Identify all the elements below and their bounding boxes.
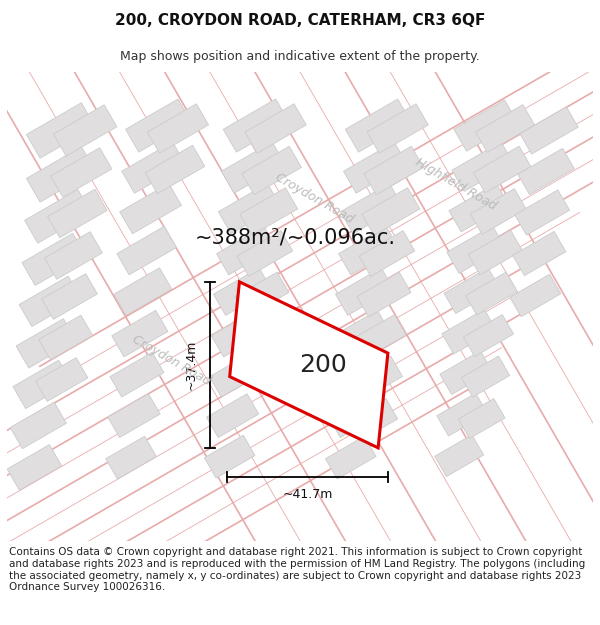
Polygon shape — [44, 232, 103, 279]
Polygon shape — [145, 145, 205, 194]
Polygon shape — [340, 184, 402, 234]
Polygon shape — [473, 146, 531, 193]
Polygon shape — [122, 142, 185, 193]
Polygon shape — [205, 435, 255, 478]
Polygon shape — [437, 393, 487, 436]
Polygon shape — [242, 146, 301, 195]
Polygon shape — [50, 148, 112, 198]
Polygon shape — [47, 189, 107, 238]
Polygon shape — [364, 146, 424, 195]
Polygon shape — [454, 100, 517, 151]
Polygon shape — [240, 188, 298, 235]
Polygon shape — [452, 142, 513, 191]
Polygon shape — [235, 272, 289, 317]
Polygon shape — [466, 272, 517, 315]
Text: Croydon Road: Croydon Road — [273, 171, 356, 226]
Polygon shape — [106, 436, 157, 479]
Polygon shape — [349, 399, 398, 441]
Polygon shape — [444, 268, 500, 314]
Polygon shape — [117, 226, 176, 275]
Polygon shape — [346, 99, 411, 152]
Polygon shape — [352, 356, 403, 399]
Text: Highfield Road: Highfield Road — [413, 156, 499, 212]
Text: 200: 200 — [299, 353, 347, 377]
Polygon shape — [331, 352, 385, 397]
Polygon shape — [35, 357, 88, 401]
Polygon shape — [335, 268, 394, 316]
Polygon shape — [449, 183, 508, 232]
Polygon shape — [13, 360, 71, 409]
Text: Croydon Road: Croydon Road — [130, 332, 212, 388]
Polygon shape — [223, 99, 289, 152]
Polygon shape — [520, 107, 578, 154]
Polygon shape — [125, 99, 191, 152]
Polygon shape — [25, 189, 91, 243]
Polygon shape — [458, 399, 505, 439]
Polygon shape — [338, 226, 398, 275]
Polygon shape — [362, 188, 420, 235]
Polygon shape — [114, 268, 172, 316]
Polygon shape — [447, 226, 505, 273]
Polygon shape — [38, 315, 92, 360]
Polygon shape — [110, 352, 164, 397]
Polygon shape — [334, 311, 389, 357]
Polygon shape — [112, 311, 168, 357]
Polygon shape — [214, 268, 271, 316]
Text: 200, CROYDON ROAD, CATERHAM, CR3 6QF: 200, CROYDON ROAD, CATERHAM, CR3 6QF — [115, 12, 485, 28]
Polygon shape — [217, 226, 276, 275]
Polygon shape — [367, 104, 428, 153]
Polygon shape — [26, 102, 95, 158]
Polygon shape — [510, 274, 561, 317]
Polygon shape — [230, 282, 388, 448]
Polygon shape — [463, 314, 514, 356]
Polygon shape — [19, 276, 81, 326]
Polygon shape — [469, 230, 523, 275]
Polygon shape — [10, 402, 67, 449]
Polygon shape — [120, 184, 181, 234]
Polygon shape — [359, 231, 415, 276]
Polygon shape — [476, 105, 535, 152]
Text: ~37.4m: ~37.4m — [184, 339, 197, 390]
Polygon shape — [245, 104, 306, 153]
Polygon shape — [148, 104, 209, 153]
Polygon shape — [221, 142, 285, 193]
Polygon shape — [218, 184, 280, 234]
Polygon shape — [518, 148, 574, 194]
Polygon shape — [461, 356, 510, 397]
Polygon shape — [7, 444, 62, 490]
Polygon shape — [440, 351, 492, 394]
Polygon shape — [329, 394, 381, 438]
Polygon shape — [515, 190, 569, 235]
Polygon shape — [354, 314, 406, 358]
Polygon shape — [357, 272, 411, 317]
Polygon shape — [26, 147, 95, 202]
Text: ~41.7m: ~41.7m — [282, 488, 332, 501]
Polygon shape — [435, 435, 484, 476]
Polygon shape — [108, 394, 160, 438]
Polygon shape — [53, 105, 117, 156]
Text: Contains OS data © Crown copyright and database right 2021. This information is : Contains OS data © Crown copyright and d… — [9, 548, 585, 592]
Polygon shape — [41, 274, 97, 319]
Polygon shape — [470, 189, 526, 234]
Polygon shape — [237, 231, 293, 276]
Polygon shape — [325, 436, 376, 479]
Polygon shape — [206, 394, 259, 438]
Polygon shape — [16, 319, 76, 368]
Text: ~388m²/~0.096ac.: ~388m²/~0.096ac. — [194, 228, 395, 248]
Text: Map shows position and indicative extent of the property.: Map shows position and indicative extent… — [120, 49, 480, 62]
Polygon shape — [512, 231, 566, 276]
Polygon shape — [22, 233, 86, 286]
Polygon shape — [442, 309, 496, 354]
Polygon shape — [343, 142, 407, 193]
Polygon shape — [211, 311, 268, 357]
Polygon shape — [209, 352, 263, 397]
